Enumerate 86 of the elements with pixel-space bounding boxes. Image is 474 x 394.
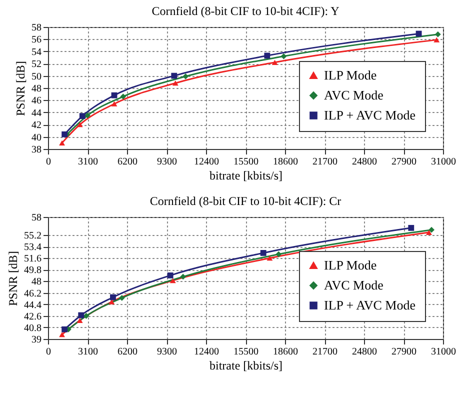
y-tick-label: 49.8: [24, 265, 42, 276]
x-tick-label: 9300: [157, 346, 177, 358]
y-tick-label: 55.2: [24, 230, 42, 242]
point: [260, 250, 266, 256]
point: [171, 72, 178, 79]
point: [76, 318, 83, 323]
x-tick-label: 15500: [234, 156, 258, 168]
x-tick-label: 0: [46, 156, 51, 168]
point: [78, 312, 84, 318]
x-tick-label: 21700: [312, 156, 338, 168]
y-tick-label: 58: [32, 212, 42, 224]
x-tick-label: 21700: [312, 346, 338, 358]
x-tick-label: 15500: [234, 346, 258, 358]
y-tick-label: 54: [32, 46, 42, 58]
point: [180, 274, 186, 280]
x-tick-label: 3100: [78, 156, 98, 168]
point: [276, 251, 282, 258]
chart-title: Cornfield (8-bit CIF to 10-bit 4CIF): Cr: [150, 194, 342, 208]
point: [434, 37, 440, 42]
x-tick-label: 24800: [352, 346, 377, 358]
y-tick-label: 50: [32, 71, 42, 82]
x-tick-label: 0: [46, 346, 51, 358]
point: [59, 140, 65, 146]
point: [434, 31, 441, 38]
y-tick-label: 52: [32, 59, 42, 70]
x-tick-label: 31000: [431, 156, 456, 168]
y-tick-label: 38: [32, 144, 42, 156]
y-tick-label: 39: [32, 334, 42, 346]
y-axis-title: PSNR [dB]: [14, 60, 28, 116]
point: [264, 52, 270, 59]
y-tick-label: 48: [32, 84, 42, 94]
point: [84, 112, 90, 118]
x-tick-label: 9300: [157, 156, 177, 168]
y-tick-label: 48: [32, 276, 42, 288]
legend-label: ILP Mode: [324, 258, 377, 272]
point: [111, 101, 118, 106]
x-tick-label: 6200: [118, 346, 138, 358]
x-axis-title: bitrate [kbits/s]: [210, 358, 282, 372]
point: [110, 294, 116, 300]
point: [408, 224, 414, 231]
y-tick-label: 44.4: [24, 300, 42, 311]
point: [62, 131, 68, 138]
point: [272, 60, 278, 65]
y-tick-label: 46.2: [24, 288, 42, 300]
point: [118, 294, 125, 301]
y-tick-label: 51.6: [24, 254, 42, 265]
x-tick-label: 12400: [194, 156, 219, 168]
y-tick-label: 42: [32, 120, 42, 132]
y-tick-label: 44: [32, 108, 42, 119]
point: [111, 92, 118, 98]
point: [170, 278, 176, 284]
x-tick-label: 27900: [392, 346, 416, 358]
legend-label: ILP + AVC Mode: [324, 108, 416, 122]
point: [266, 256, 273, 261]
y-tick-label: 40.8: [24, 322, 42, 334]
x-tick-label: 18600: [273, 156, 298, 168]
x-tick-label: 3100: [78, 346, 98, 358]
legend-label: ILP Mode: [324, 68, 377, 82]
point: [428, 226, 434, 233]
x-tick-label: 12400: [194, 346, 219, 358]
chart-title: Cornfield (8-bit CIF to 10-bit 4CIF): Y: [152, 4, 340, 18]
point: [79, 113, 86, 120]
point: [59, 332, 65, 338]
legend-label: AVC Mode: [324, 88, 384, 102]
point: [172, 80, 178, 86]
point: [120, 94, 126, 100]
legend-label: AVC Mode: [324, 278, 384, 292]
point: [280, 53, 287, 60]
x-tick-label: 31000: [431, 346, 456, 358]
point: [167, 272, 174, 278]
y-tick-label: 42.6: [24, 311, 42, 322]
y-tick-label: 53.4: [24, 242, 42, 254]
x-tick-label: 24800: [352, 156, 377, 168]
y-tick-label: 58: [32, 22, 42, 34]
x-tick-label: 27900: [392, 156, 416, 168]
point: [62, 326, 68, 332]
legend-label: ILP + AVC Mode: [324, 298, 416, 312]
x-axis-title: bitrate [kbits/s]: [210, 168, 282, 182]
y-tick-label: 56: [32, 34, 42, 46]
point: [426, 230, 432, 235]
y-tick-label: 46: [32, 96, 42, 107]
x-tick-label: 6200: [118, 156, 138, 168]
x-tick-label: 18600: [273, 346, 298, 358]
y-tick-label: 40: [32, 132, 42, 144]
y-axis-title: PSNR [dB]: [6, 250, 20, 306]
point: [182, 73, 189, 80]
